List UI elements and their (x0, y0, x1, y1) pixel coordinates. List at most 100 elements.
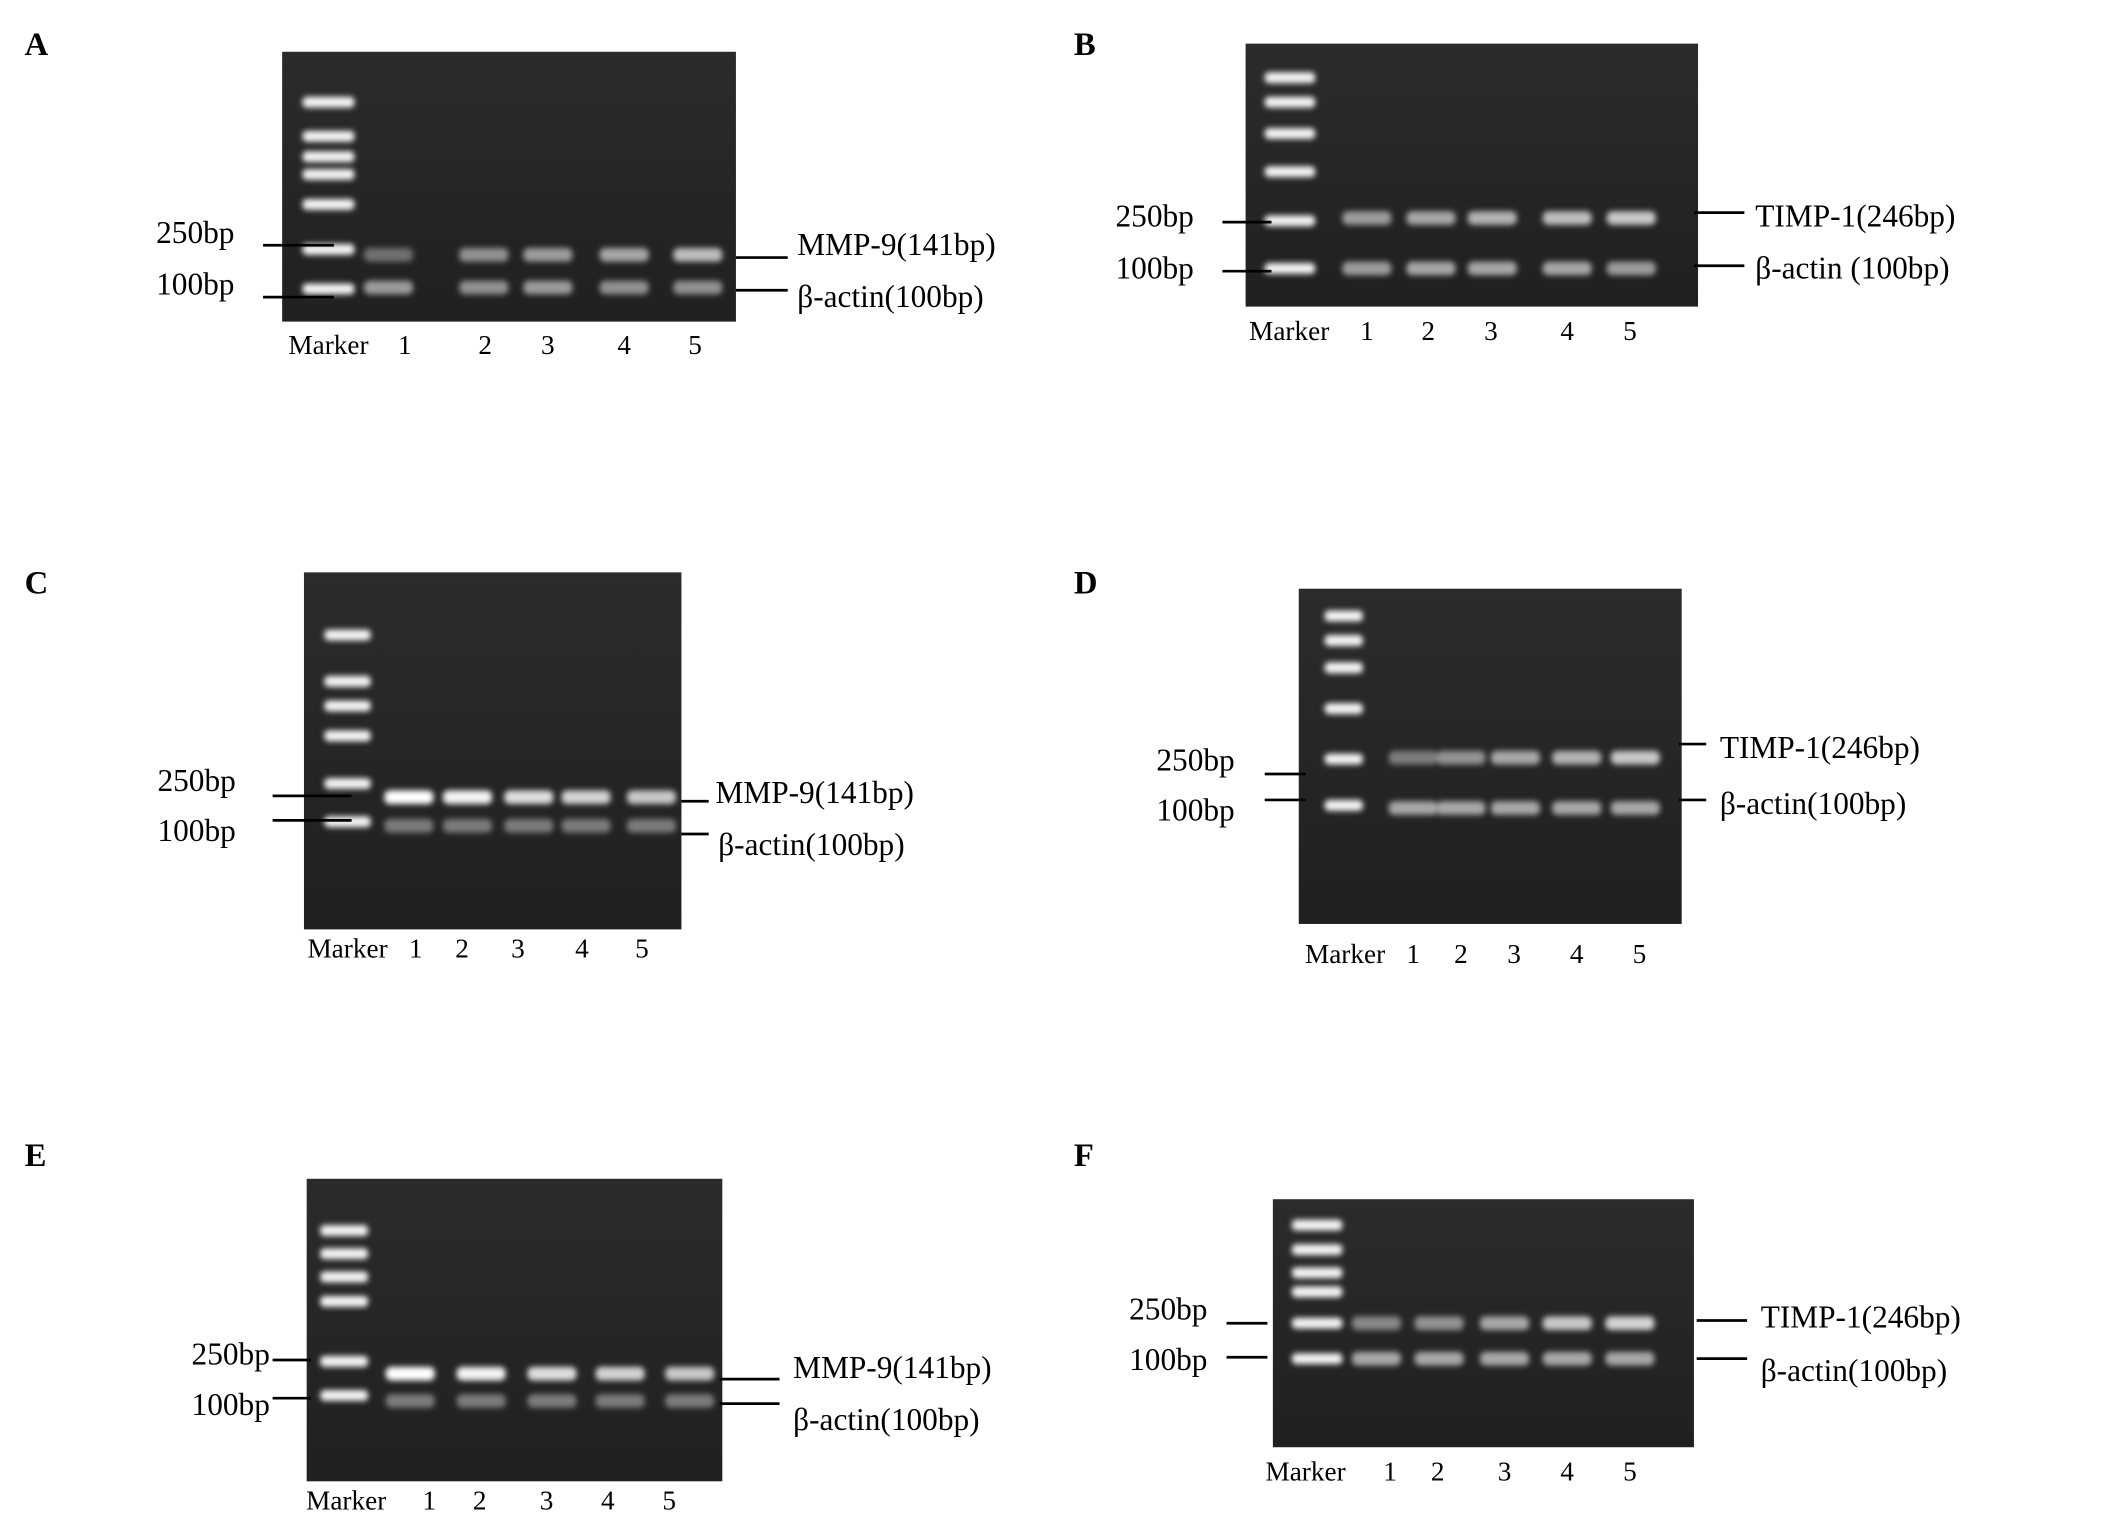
marker-band (1291, 1244, 1343, 1256)
panel-label: F (1074, 1138, 1094, 1174)
gel (303, 572, 682, 930)
band-label: β-actin(100bp) (1761, 1353, 1947, 1388)
band (595, 1366, 645, 1381)
band (1490, 801, 1540, 815)
marker-band (302, 151, 355, 163)
band (673, 280, 723, 295)
band-label: MMP-9(141bp) (797, 227, 995, 262)
band (1388, 750, 1438, 765)
lane-label: 1 (1383, 1457, 1397, 1487)
lane-label: 2 (455, 933, 469, 963)
band (1606, 261, 1656, 276)
band (363, 248, 413, 262)
lane-label: 4 (1560, 1457, 1574, 1487)
band-label: β-actin(100bp) (797, 279, 983, 314)
panel-label: B (1074, 27, 1096, 63)
marker-band (324, 629, 371, 641)
band (504, 790, 554, 805)
marker-band (302, 130, 355, 142)
band (1552, 801, 1602, 815)
lane-label: 3 (541, 330, 555, 360)
band (1605, 1351, 1655, 1366)
marker-band (302, 198, 355, 210)
band (527, 1366, 577, 1381)
band (1414, 1351, 1464, 1366)
band (595, 1394, 645, 1408)
panel-label: E (25, 1138, 47, 1174)
lane-label: 5 (1623, 316, 1637, 346)
lane-label: Marker (307, 933, 387, 963)
lane-label: 4 (1570, 939, 1584, 969)
lane-label: Marker (1249, 316, 1329, 346)
lane-label: 2 (473, 1485, 487, 1515)
band-label: β-actin(100bp) (793, 1402, 979, 1437)
size-label: 100bp (192, 1387, 270, 1422)
marker-band (302, 96, 355, 108)
marker-band (1324, 662, 1363, 674)
band (1480, 1351, 1530, 1366)
marker-band (320, 1248, 368, 1260)
band-label: β-actin(100bp) (718, 827, 904, 862)
lane-label: 3 (1498, 1457, 1512, 1487)
size-label: 100bp (1129, 1342, 1207, 1377)
size-label: 100bp (157, 813, 235, 848)
marker-band (324, 675, 371, 687)
band (527, 1394, 577, 1408)
marker-band (1291, 1219, 1343, 1231)
band (384, 819, 434, 833)
band (1610, 750, 1660, 765)
band (1542, 261, 1592, 276)
band (1406, 211, 1456, 225)
band (385, 1366, 435, 1381)
marker-band (1264, 128, 1316, 140)
band-label: TIMP-1(246bp) (1720, 730, 1920, 765)
lane-label: 1 (409, 933, 423, 963)
marker-band (1291, 1317, 1343, 1329)
panel-label: C (25, 565, 49, 601)
marker-band (1264, 72, 1316, 84)
lane-label: 4 (601, 1485, 615, 1515)
lane-label: 1 (1406, 939, 1420, 969)
lane-label: 4 (1560, 316, 1574, 346)
band (1351, 1316, 1401, 1331)
lane-label: Marker (288, 330, 368, 360)
marker-band (324, 730, 371, 742)
band (1480, 1316, 1530, 1331)
lane-label: 5 (1623, 1457, 1637, 1487)
band (456, 1366, 506, 1381)
band (1552, 750, 1602, 765)
marker-band (1291, 1353, 1343, 1365)
lane-label: 2 (1454, 939, 1468, 969)
size-label: 250bp (1115, 199, 1193, 234)
lane-label: 5 (688, 330, 702, 360)
lane-label: 5 (662, 1485, 676, 1515)
size-label: 100bp (1115, 250, 1193, 285)
band (1414, 1316, 1464, 1331)
marker-band (1264, 96, 1316, 108)
marker-band (1264, 263, 1316, 274)
band (1542, 1316, 1592, 1331)
marker-band (302, 283, 355, 295)
marker-band (302, 168, 355, 180)
lane-label: 2 (478, 330, 492, 360)
marker-band (1264, 215, 1316, 227)
marker-band (324, 700, 371, 712)
band (1388, 801, 1438, 815)
panel-label: D (1074, 565, 1098, 601)
lane-label: 3 (540, 1485, 554, 1515)
band (523, 280, 573, 295)
gel (306, 1178, 723, 1482)
band-label: TIMP-1(246bp) (1755, 199, 1955, 234)
marker-band (320, 1225, 368, 1237)
size-label: 250bp (156, 215, 234, 250)
band (1605, 1316, 1655, 1331)
lane-label: 2 (1431, 1457, 1445, 1487)
band (1542, 211, 1592, 225)
marker-band (1324, 799, 1363, 811)
band (561, 790, 611, 805)
marker-band (1291, 1286, 1343, 1298)
size-label: 100bp (156, 267, 234, 302)
size-label: 100bp (1156, 793, 1234, 828)
marker-band (324, 778, 371, 790)
band (673, 248, 723, 262)
